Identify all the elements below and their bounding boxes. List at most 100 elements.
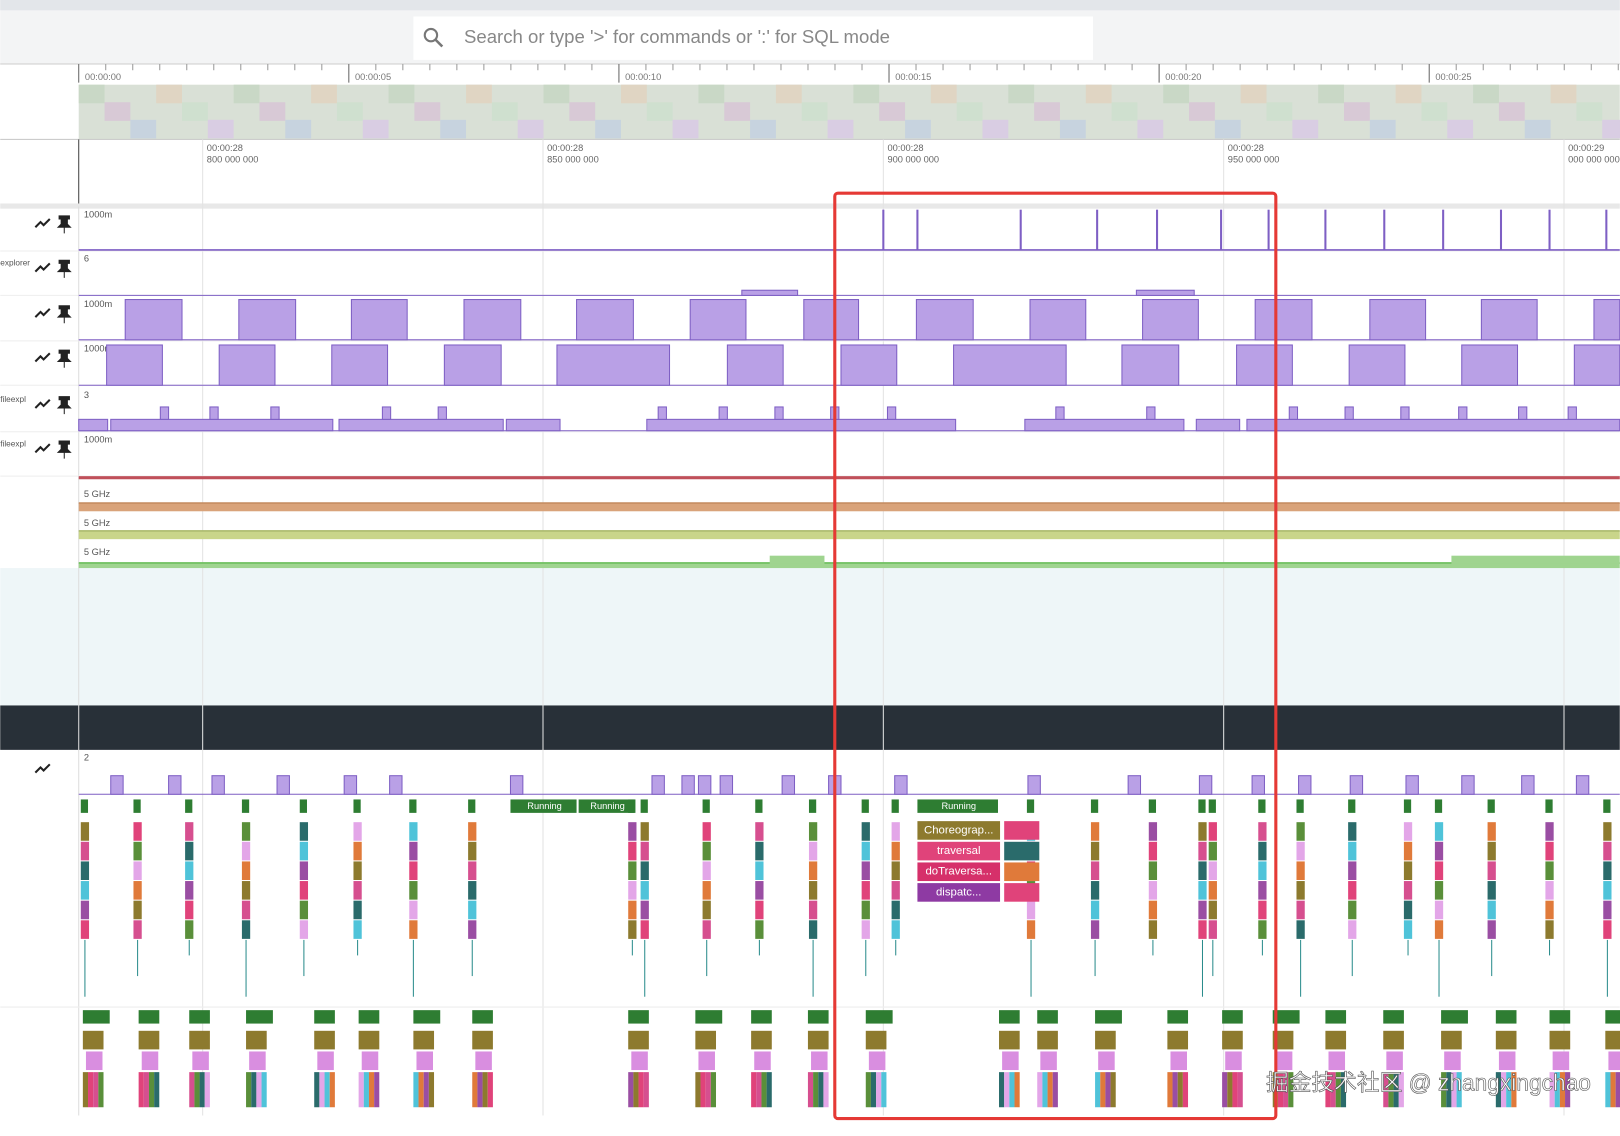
running bbox=[1037, 1010, 1058, 1024]
slice bbox=[1605, 1072, 1611, 1108]
slice bbox=[1148, 900, 1158, 920]
slice bbox=[82, 1030, 104, 1050]
slice bbox=[807, 1030, 829, 1050]
search-icon bbox=[434, 38, 444, 48]
slice bbox=[1026, 920, 1036, 939]
slice bbox=[1545, 841, 1554, 861]
pin-icon bbox=[56, 305, 72, 324]
overview-cell bbox=[1343, 102, 1370, 121]
bump bbox=[437, 406, 447, 420]
slice bbox=[1167, 1030, 1189, 1050]
chart-icon bbox=[34, 398, 51, 409]
running bbox=[413, 1010, 441, 1024]
overview-cell bbox=[285, 119, 312, 139]
count-block bbox=[509, 775, 524, 795]
slice bbox=[1498, 1051, 1516, 1071]
slice bbox=[1603, 881, 1612, 900]
count-block bbox=[1251, 775, 1265, 795]
track-scale: 6 bbox=[84, 254, 89, 264]
overview-cell bbox=[930, 84, 957, 104]
slice bbox=[185, 841, 194, 861]
slice bbox=[1258, 861, 1267, 881]
overview-cell bbox=[801, 102, 828, 121]
block bbox=[1573, 344, 1620, 386]
slice bbox=[1172, 1072, 1178, 1108]
running bbox=[1434, 799, 1443, 813]
slice bbox=[1441, 1072, 1447, 1108]
slice bbox=[1042, 1072, 1048, 1108]
bump bbox=[886, 406, 897, 420]
slice bbox=[299, 841, 309, 861]
slice bbox=[1434, 920, 1444, 939]
slice bbox=[628, 920, 637, 939]
slice bbox=[143, 1072, 149, 1108]
group-header bbox=[0, 705, 1620, 750]
running bbox=[861, 799, 869, 813]
overview-cell bbox=[956, 102, 983, 121]
track-scale: 1000m bbox=[84, 434, 113, 444]
block bbox=[1135, 289, 1195, 296]
slice bbox=[353, 822, 362, 841]
slice bbox=[409, 881, 418, 900]
slice bbox=[1487, 822, 1496, 841]
slice bbox=[133, 881, 142, 900]
slice bbox=[241, 861, 251, 881]
empty-area bbox=[0, 568, 1620, 706]
running bbox=[755, 799, 763, 813]
slice bbox=[185, 920, 194, 939]
slice bbox=[1434, 841, 1444, 861]
block bbox=[1246, 418, 1620, 432]
overview-left bbox=[0, 64, 79, 140]
slice bbox=[1328, 1051, 1346, 1071]
slice bbox=[141, 1051, 159, 1071]
slice bbox=[1603, 900, 1612, 920]
slice bbox=[1545, 861, 1554, 881]
slice bbox=[241, 920, 251, 939]
overview-cell bbox=[724, 102, 751, 121]
bump bbox=[1400, 406, 1410, 420]
slice bbox=[148, 1072, 155, 1108]
top-edge bbox=[0, 0, 1620, 11]
slice bbox=[363, 1072, 369, 1108]
slice bbox=[1434, 900, 1444, 920]
overview-cell bbox=[646, 102, 673, 121]
pin-icon bbox=[56, 259, 72, 278]
slice bbox=[640, 900, 649, 920]
count-block bbox=[781, 775, 796, 795]
block bbox=[1480, 299, 1538, 341]
slice bbox=[353, 900, 362, 920]
slice bbox=[1208, 822, 1217, 841]
running bbox=[628, 1010, 649, 1024]
slice bbox=[1393, 1072, 1399, 1108]
ruler-time: 00:00:28 bbox=[1228, 143, 1264, 153]
ruler-ns: 950 000 000 bbox=[1228, 155, 1280, 165]
overview-cell bbox=[595, 119, 621, 139]
slice bbox=[358, 1072, 364, 1108]
count-block bbox=[1349, 775, 1364, 795]
slice bbox=[1348, 900, 1357, 920]
running bbox=[189, 1010, 210, 1024]
slice bbox=[1110, 1072, 1116, 1108]
slice bbox=[1451, 1072, 1457, 1108]
slice bbox=[413, 1030, 435, 1050]
overview-tick-label: 00:00:05 bbox=[355, 72, 391, 82]
pin-icon bbox=[56, 440, 72, 459]
slice bbox=[1403, 900, 1413, 920]
search-placeholder[interactable]: Search or type '>' for commands or ':' f… bbox=[464, 26, 890, 47]
slice bbox=[698, 1051, 715, 1071]
slice bbox=[324, 1072, 330, 1108]
slice bbox=[1258, 920, 1267, 939]
slice bbox=[1198, 881, 1207, 900]
slice bbox=[640, 861, 649, 881]
search-box[interactable] bbox=[413, 16, 1094, 60]
overview-cell bbox=[853, 84, 880, 104]
running bbox=[1605, 1010, 1620, 1024]
watermark: 掘金技术社区 @ zhangxingchao bbox=[1266, 1070, 1591, 1096]
overview-cell bbox=[1369, 119, 1396, 139]
slice bbox=[808, 881, 818, 900]
slice bbox=[861, 841, 870, 861]
slice bbox=[418, 1072, 424, 1108]
slice bbox=[93, 1072, 99, 1108]
slice bbox=[1037, 1030, 1058, 1050]
